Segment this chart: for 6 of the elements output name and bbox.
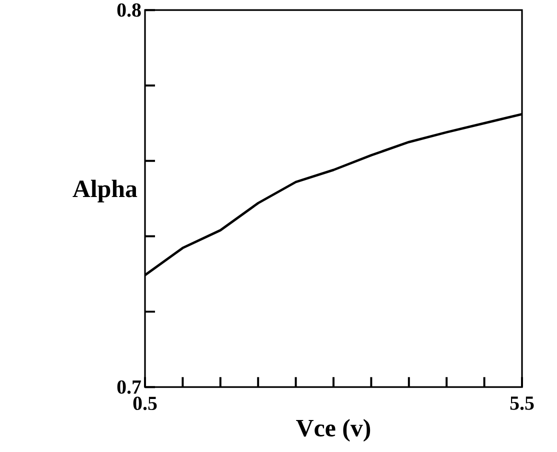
y-axis-title: Alpha <box>72 180 138 202</box>
x-axis-title: Vce (v) <box>296 418 370 442</box>
y-tick-label: 0.8 <box>117 3 141 17</box>
y-tick-label: 0.7 <box>117 380 141 394</box>
x-tick-label: 0.5 <box>133 396 157 410</box>
x-tick-label: 5.5 <box>510 396 534 410</box>
